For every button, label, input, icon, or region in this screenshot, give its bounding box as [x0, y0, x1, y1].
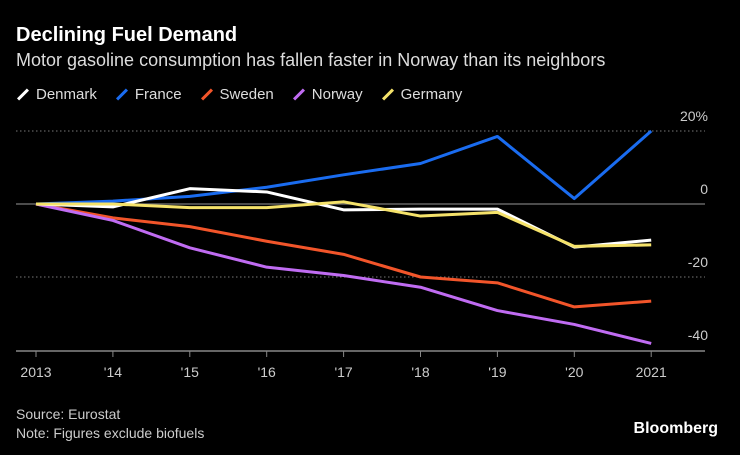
y-tick-label: -40: [688, 327, 708, 343]
legend-item-germany: Germany: [381, 86, 463, 103]
x-tick-label: 2021: [636, 364, 667, 380]
x-tick-label: '20: [565, 364, 583, 380]
source-text: Source: Eurostat: [16, 406, 121, 422]
legend-label: Norway: [311, 86, 363, 103]
series-line-sweden: [35, 202, 652, 309]
y-tick-label: 0: [700, 181, 708, 197]
y-tick-label: 20%: [680, 108, 708, 124]
chart-title: Declining Fuel Demand: [16, 24, 238, 46]
note-text: Note: Figures exclude biofuels: [16, 425, 205, 441]
series-line-germany: [36, 200, 652, 248]
x-tick-label: '16: [258, 364, 276, 380]
x-tick-label: '14: [104, 364, 122, 380]
legend-item-sweden: Sweden: [200, 86, 274, 103]
legend-label: Germany: [400, 86, 463, 103]
bloomberg-logo: Bloomberg: [633, 420, 718, 437]
legend-label: Denmark: [36, 86, 97, 103]
x-tick-label: '18: [411, 364, 429, 380]
x-tick-label: '19: [488, 364, 506, 380]
series-line-france: [35, 129, 653, 206]
x-tick-label: 2013: [20, 364, 51, 380]
chart-subtitle: Motor gasoline consumption has fallen fa…: [16, 50, 606, 70]
x-tick-label: '17: [334, 364, 352, 380]
legend: Denmark France Sweden Norway Germany: [16, 86, 462, 103]
footnotes: Source: Eurostat Note: Figures exclude b…: [16, 405, 204, 443]
legend-item-france: France: [115, 86, 182, 103]
legend-label: France: [134, 86, 182, 103]
legend-item-denmark: Denmark: [16, 86, 97, 103]
legend-label: Sweden: [219, 86, 274, 103]
series-line-norway: [35, 202, 652, 345]
y-tick-label: -20: [688, 254, 708, 270]
legend-item-norway: Norway: [292, 86, 363, 103]
x-tick-label: '15: [181, 364, 199, 380]
